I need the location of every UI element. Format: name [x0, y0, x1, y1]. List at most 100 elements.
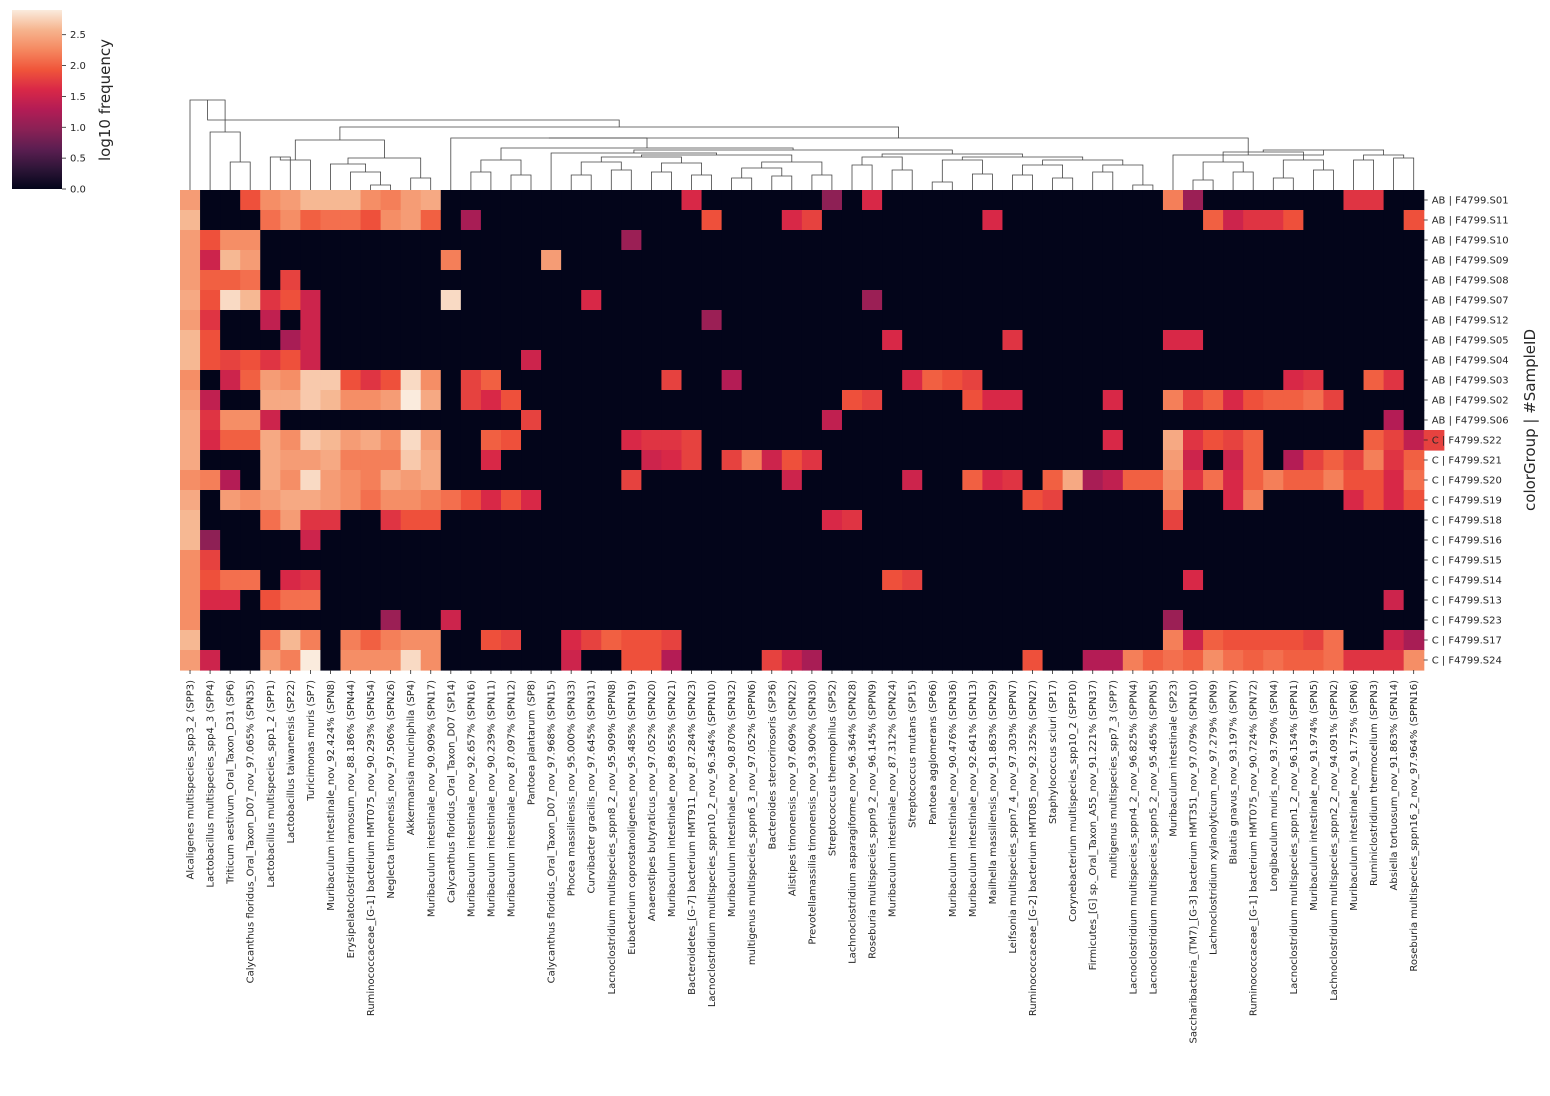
- heatmap-cell: [922, 470, 943, 491]
- heatmap-cell: [1022, 570, 1044, 591]
- heatmap-cell: [1363, 230, 1385, 251]
- heatmap-cell: [862, 370, 883, 391]
- heatmap-cell: [1162, 270, 1184, 291]
- heatmap-cell: [681, 450, 703, 471]
- dendrogram-link: [269, 156, 291, 190]
- heatmap-cell: [781, 190, 803, 211]
- heatmap-cell: [1142, 330, 1164, 351]
- column-tick-label: Ruminococcaceae_[G-1] bacterium HMT075_n…: [366, 680, 377, 1016]
- heatmap-cell: [380, 410, 402, 431]
- heatmap-cell: [460, 490, 482, 511]
- heatmap-cell: [761, 230, 783, 251]
- heatmap-cell: [922, 570, 943, 591]
- heatmap-cell: [1263, 370, 1284, 391]
- heatmap-cell: [1183, 610, 1204, 631]
- heatmap-cell: [821, 390, 843, 411]
- heatmap-cell: [701, 330, 723, 351]
- heatmap-cell: [1183, 350, 1204, 371]
- heatmap-cell: [500, 570, 522, 591]
- heatmap-cell: [581, 530, 602, 551]
- heatmap-cell: [240, 210, 261, 231]
- heatmap-cell: [380, 370, 402, 391]
- heatmap-cell: [340, 510, 362, 531]
- heatmap-cell: [400, 270, 422, 291]
- heatmap-cell: [1263, 550, 1284, 571]
- column-tick-label: Corynebacterium multispecies_spp10_2 (SP…: [1068, 680, 1079, 922]
- heatmap-cell: [180, 510, 201, 531]
- heatmap-cell: [460, 250, 482, 271]
- heatmap-cell: [260, 490, 281, 511]
- heatmap-cell: [360, 530, 382, 551]
- heatmap-cell: [420, 550, 442, 571]
- heatmap-cell: [681, 550, 703, 571]
- heatmap-cell: [581, 450, 602, 471]
- y-axis-label: colorGroup | #SampleID: [1521, 329, 1539, 511]
- heatmap-cell: [1243, 330, 1264, 351]
- heatmap-cell: [962, 310, 983, 331]
- heatmap-cell: [300, 570, 322, 591]
- heatmap-cell: [1403, 350, 1425, 371]
- heatmap-cell: [701, 230, 723, 251]
- row-tick-label: AB | F4799.S04: [1432, 356, 1509, 367]
- heatmap-cell: [521, 450, 542, 471]
- heatmap-cell: [1243, 350, 1264, 371]
- heatmap-cell: [440, 570, 462, 591]
- heatmap-cell: [801, 630, 823, 651]
- heatmap-cell: [641, 650, 663, 671]
- heatmap-cell: [1022, 190, 1044, 211]
- heatmap-cell: [340, 530, 362, 551]
- heatmap-cell: [1283, 390, 1304, 411]
- heatmap-cell: [621, 310, 642, 331]
- heatmap-cell: [922, 190, 943, 211]
- heatmap-cell: [1022, 370, 1044, 391]
- heatmap-cell: [240, 270, 261, 291]
- column-tick-label: Roseburia multispecies_sppn9_2_nov_96.14…: [868, 680, 879, 959]
- heatmap-cell: [962, 510, 983, 531]
- heatmap-cell: [701, 450, 723, 471]
- heatmap-cell: [621, 250, 642, 271]
- heatmap-cell: [1122, 410, 1144, 431]
- heatmap-cell: [240, 590, 261, 611]
- heatmap-cell: [1122, 310, 1144, 331]
- dendrogram-link: [470, 171, 492, 190]
- heatmap-cell: [581, 610, 602, 631]
- dendrogram-link: [641, 154, 793, 162]
- heatmap-cell: [882, 330, 903, 351]
- heatmap-cell: [1022, 310, 1044, 331]
- heatmap-cell: [1263, 630, 1284, 651]
- heatmap-cell: [420, 370, 442, 391]
- heatmap-cell: [320, 570, 342, 591]
- heatmap-cell: [300, 630, 322, 651]
- heatmap-cell: [1082, 230, 1104, 251]
- heatmap-cell: [1363, 310, 1385, 331]
- heatmap-cell: [721, 530, 743, 551]
- heatmap-cell: [400, 470, 422, 491]
- heatmap-cell: [380, 650, 402, 671]
- heatmap-cell: [280, 250, 301, 271]
- heatmap-cell: [942, 230, 963, 251]
- heatmap-cell: [661, 230, 683, 251]
- column-tick-label: Lacnoclostridium multispecies_sppn8_2_no…: [607, 680, 618, 995]
- heatmap-cell: [460, 390, 482, 411]
- heatmap-cell: [1042, 210, 1064, 231]
- heatmap-cell: [200, 470, 221, 491]
- heatmap-cell: [1102, 630, 1124, 651]
- heatmap-cell: [360, 350, 382, 371]
- colorbar: 0.00.51.01.52.02.5: [12, 10, 86, 196]
- heatmap-cell: [962, 490, 983, 511]
- heatmap-cell: [180, 590, 201, 611]
- heatmap-cell: [1323, 290, 1345, 311]
- heatmap-cell: [1203, 510, 1224, 531]
- heatmap-cell: [1042, 530, 1064, 551]
- heatmap-cell: [1263, 290, 1284, 311]
- heatmap-cell: [541, 270, 562, 291]
- heatmap-cell: [1203, 570, 1224, 591]
- heatmap-cell: [200, 190, 221, 211]
- heatmap-cell: [480, 630, 502, 651]
- heatmap-cell: [521, 590, 542, 611]
- heatmap-cell: [641, 530, 663, 551]
- heatmap-cell: [1403, 250, 1425, 271]
- heatmap-cell: [1203, 650, 1224, 671]
- heatmap-cell: [500, 530, 522, 551]
- heatmap-cell: [1062, 490, 1084, 511]
